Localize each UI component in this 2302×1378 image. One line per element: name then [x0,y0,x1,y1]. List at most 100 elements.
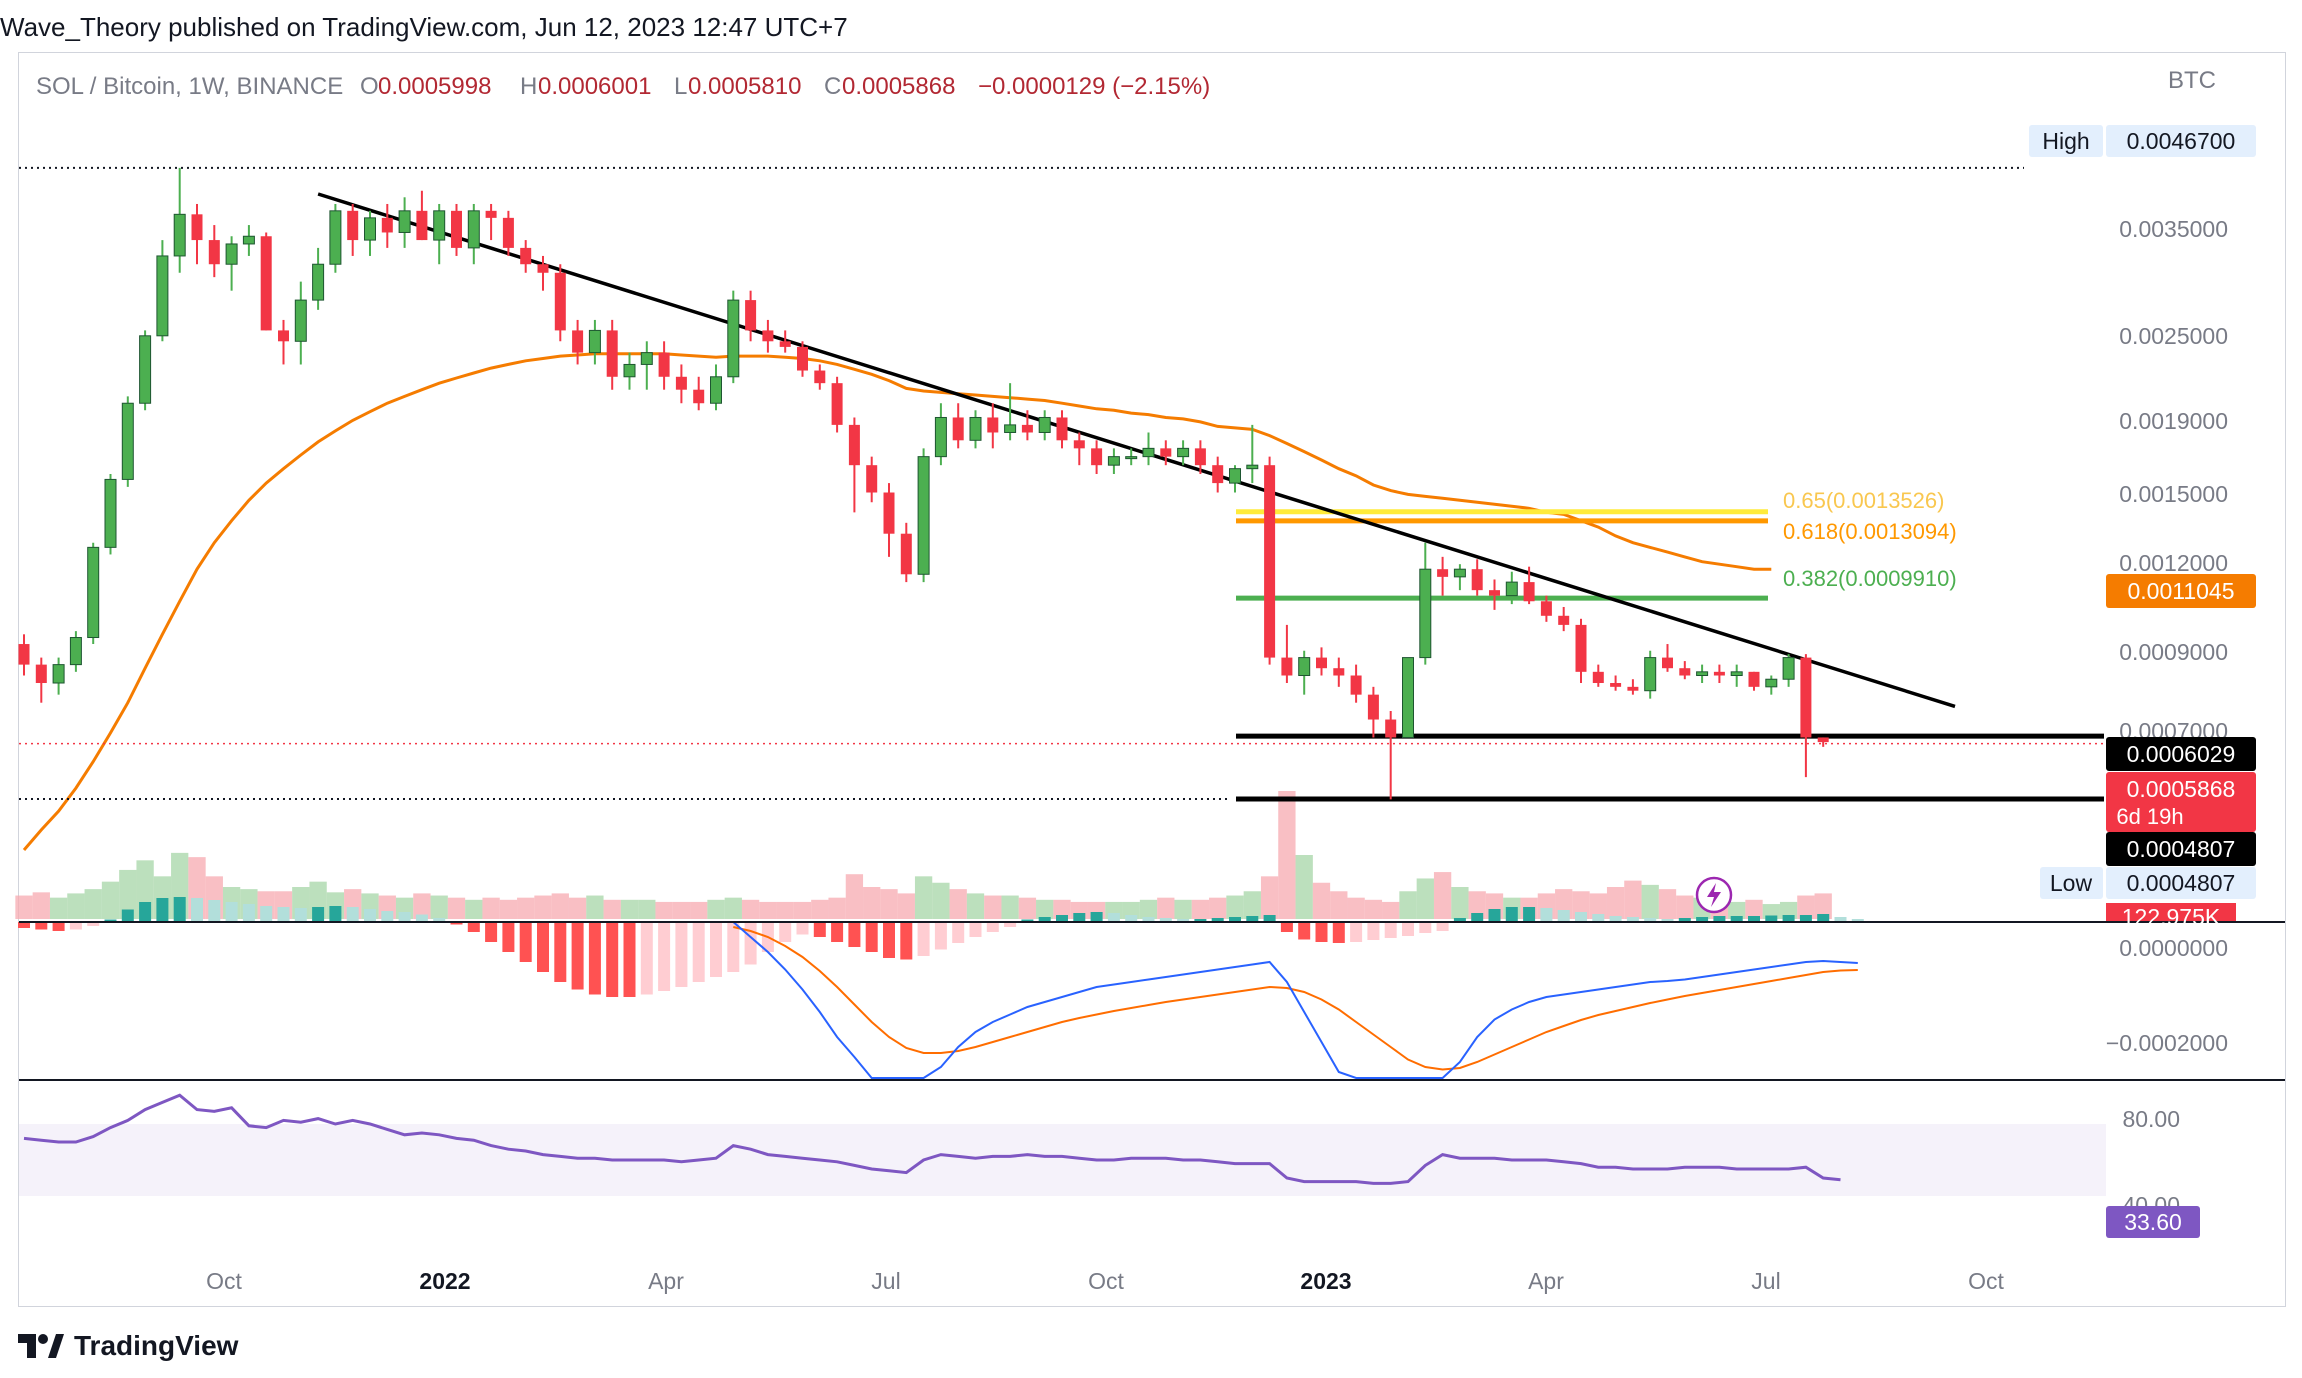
volume-bar [897,893,915,919]
volume-bar [586,895,604,919]
legend-l-label: L [674,73,687,100]
time-axis-label: Jul [871,1268,900,1294]
macd-histogram-bar [1453,918,1466,922]
candle-body [121,402,134,480]
candle-body [156,255,169,337]
volume-bar [1658,889,1677,919]
candle-body [606,330,618,377]
volume-bar [119,869,137,919]
candle-body [225,243,238,265]
volume-bar [1451,887,1469,919]
candle-body [1229,468,1241,484]
volume-bar [655,901,673,919]
macd-histogram-bar [502,922,515,952]
candle-body [208,240,220,265]
macd-histogram-bar [1038,917,1051,922]
volume-bar [914,876,933,919]
rsi-value-tag-bg [2106,1206,2200,1238]
macd-histogram-bar [727,922,740,972]
macd-histogram-bar [225,902,238,922]
chart-frame[interactable] [18,52,2286,1307]
volume-bar [1779,901,1798,919]
macd-histogram-bar [1125,915,1138,922]
ema-value-tag-bg [2106,574,2256,608]
macd-histogram-bar [692,922,705,982]
candle-body [52,664,65,684]
high-value-tag-bg [2106,125,2256,157]
macd-histogram-bar [1090,912,1103,922]
candle-body [1782,657,1795,680]
candle-body [710,376,722,404]
macd-histogram-bar [865,922,878,952]
candle-body [1298,657,1311,677]
macd-histogram-bar [1419,922,1432,933]
candle-body [1610,683,1622,687]
macd-histogram-bar [208,900,221,922]
candle-body [191,214,203,241]
macd-histogram-bar [883,922,895,958]
volume-bar [1330,891,1348,919]
volume-bar [759,901,777,919]
publisher-line: Wave_Theory published on TradingView.com… [0,12,848,42]
macd-histogram-bar [1575,912,1587,922]
macd-histogram-bar [623,922,636,997]
candle-body [451,210,462,248]
candle-body [640,352,653,365]
time-axis-label: Apr [1528,1268,1564,1294]
candle-body [866,465,878,493]
candle-body [675,376,687,390]
candle-body [69,637,82,666]
candle-body [693,389,705,404]
macd-histogram-bar [710,922,722,977]
macd-histogram-bar [1107,913,1120,922]
macd-line [732,921,1858,1079]
volume-bar [707,899,725,919]
volume-bar [1745,899,1763,919]
macd-histogram-bar [1332,922,1345,943]
candle-body [917,456,930,575]
candle-body [1264,465,1276,658]
candle-body [1350,675,1362,695]
volume-bar [1399,891,1417,919]
candle-body [779,341,791,347]
candle-body [1402,657,1414,738]
high-value-tag: 0.0046700 [2127,128,2236,154]
candle-body [554,272,566,331]
volume-bar [603,899,621,919]
macd-histogram-bar [1229,917,1241,922]
macd-histogram-bar [1471,913,1484,922]
macd-histogram-bar [156,898,169,922]
macd-histogram-bar [1557,910,1570,922]
candle-body [814,370,826,384]
volume-bar [1209,897,1227,919]
volume-bar [1347,897,1365,919]
volume-bar [1624,880,1642,919]
macd-histogram-bar [87,922,100,926]
volume-bar [568,897,587,919]
candle-body [1696,671,1709,677]
volume-bar [15,895,33,919]
macd-histogram-bar [1298,922,1311,940]
macd-histogram-bar [1765,915,1778,922]
macd-histogram-bar [121,909,134,922]
volume-bar [880,889,898,919]
volume-bar [811,899,829,919]
candle-body [952,417,964,441]
legend-c-label: C [824,73,841,100]
volume-bar [984,895,1002,919]
high-label-bg [2029,125,2103,157]
macd-histogram-bar [1730,916,1743,922]
price-axis-label: 0.0035000 [2119,216,2228,242]
candle-body [1748,671,1760,687]
volume-bar [741,899,760,919]
candle-body [18,644,30,665]
macd-histogram-bar [1851,919,1864,922]
macd-histogram-bar [1609,916,1622,922]
volume-bar [672,901,691,919]
candle-body [347,210,359,241]
macd-histogram-bar [329,906,342,922]
legend-h-label: H [520,73,537,100]
macd-histogram-bar [18,922,30,928]
volume-bar [101,881,120,919]
